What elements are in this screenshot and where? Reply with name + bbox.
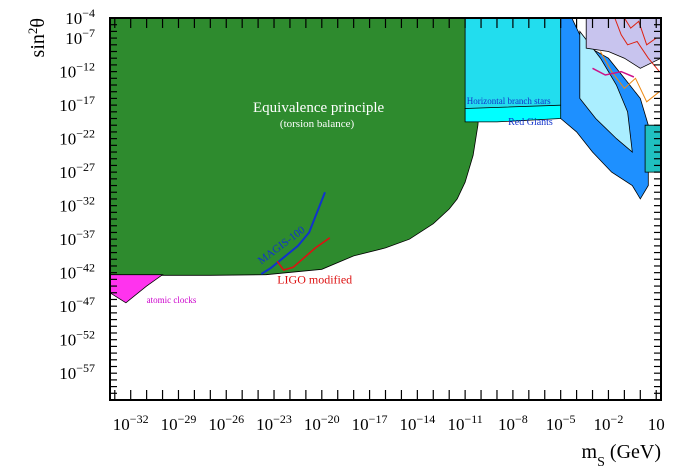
curve-magis-100	[260, 191, 326, 275]
x-tick-label: 10−32	[113, 412, 149, 434]
x-axis-label: mS (GeV)	[582, 441, 661, 470]
x-tick-label: 10−23	[256, 412, 292, 434]
curve-collider-orange	[600, 51, 660, 103]
region-red-giants	[464, 104, 565, 123]
y-axis-label: sin2θ	[25, 18, 50, 57]
y-tick-label: 10−32	[59, 194, 95, 216]
y-tick-label: 10−42	[59, 261, 95, 283]
y-tick-label: 10−57	[59, 361, 95, 383]
y-tick-label: 10−37	[59, 227, 95, 249]
x-tick-label: 10−2	[594, 412, 624, 434]
y-tick-label: 10−47	[59, 294, 95, 316]
x-tick-label: 10−26	[208, 412, 244, 434]
x-tick-label: 10	[648, 415, 665, 434]
y-tick-label: 10−17	[59, 93, 95, 115]
label-red-giants: Red Giants	[508, 117, 553, 128]
label-equivalence-principle: Equivalence principle	[253, 100, 385, 116]
label-atomic-clocks: atomic clocks	[147, 295, 197, 305]
region-equivalence-principle	[110, 18, 498, 276]
curve-collider-magenta	[592, 67, 635, 78]
curve-collider-red-1	[614, 18, 660, 72]
y-tick-label: 10−27	[59, 160, 95, 182]
label-ligo-modified: LIGO modified	[277, 272, 352, 286]
curve-ligo-modified	[276, 237, 331, 271]
x-tick-label: 10−17	[352, 412, 388, 434]
y-tick-label: 10−22	[59, 127, 95, 149]
label-torsion-balance: (torsion balance)	[280, 118, 355, 130]
y-tick-label: 10−12	[59, 60, 95, 82]
curve-collider-red-2	[623, 18, 657, 46]
x-tick-label: 10−5	[546, 412, 576, 434]
label-horizontal-branch-stars: Horizontal branch stars	[467, 96, 551, 106]
x-tick-label: 10−29	[161, 412, 197, 434]
y-tick-label: 10−7	[65, 26, 95, 48]
x-tick-label: 10−14	[399, 412, 435, 434]
limit-curves	[260, 18, 660, 275]
region-atomic-clocks	[110, 274, 164, 304]
x-tick-label: 10−8	[498, 412, 528, 434]
x-axis-ticks: 10−32 10−29 10−26 10−23 10−20 10−17 10−14 10−11…	[113, 18, 665, 434]
x-tick-label: 10−11	[447, 412, 482, 434]
y-tick-label: 10−4	[65, 6, 95, 28]
region-stellar-cooling-light	[579, 30, 633, 153]
y-axis-ticks: 10−410−7 10−12 10−17 10−22 10−27 10−32 10−37 10…	[59, 6, 661, 401]
y-tick-label: 10−52	[59, 328, 95, 350]
x-tick-label: 10−20	[304, 412, 340, 434]
exclusion-regions	[110, 18, 661, 304]
